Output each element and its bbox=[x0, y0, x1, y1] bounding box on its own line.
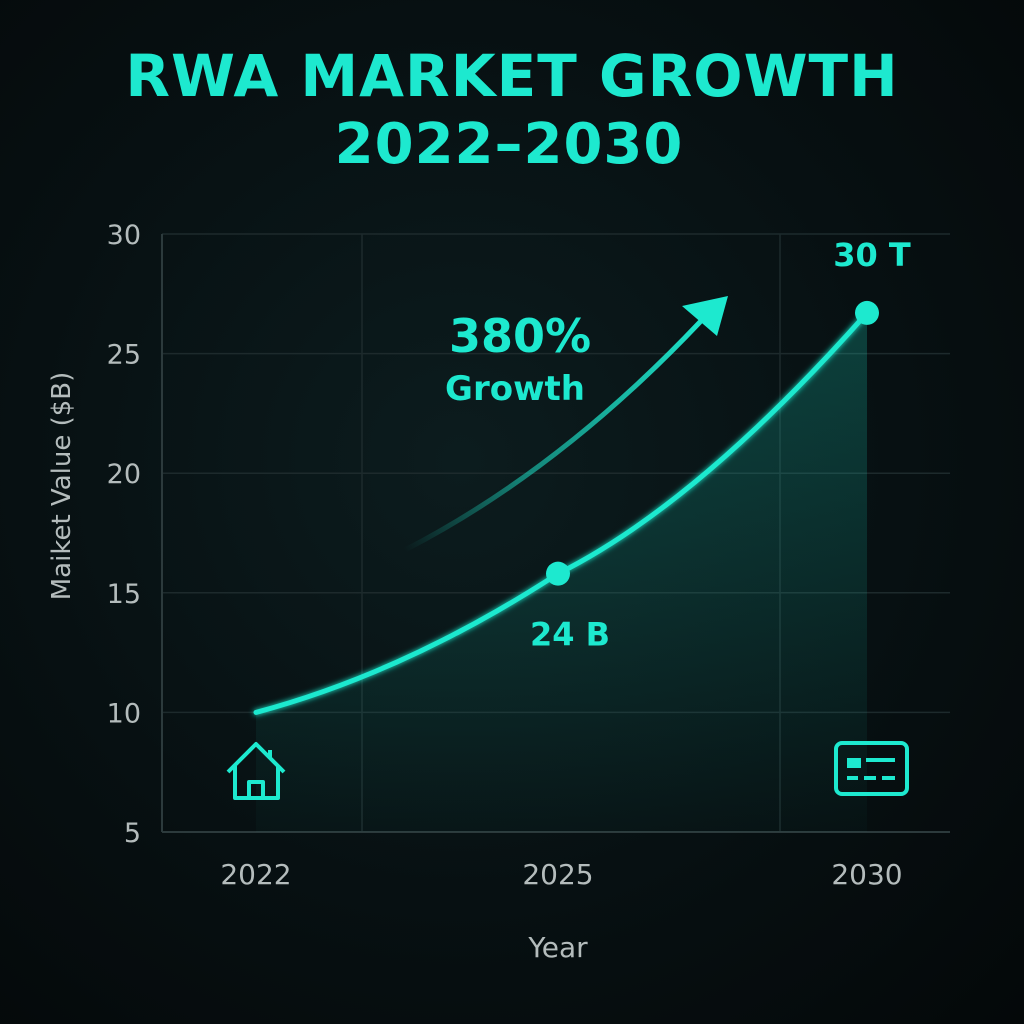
x-tick-label: 2025 bbox=[522, 858, 593, 891]
data-point bbox=[855, 300, 879, 325]
card-icon bbox=[834, 741, 909, 796]
y-tick-label: 5 bbox=[124, 818, 141, 849]
chart-subtitle: 2022–2030 bbox=[334, 112, 684, 177]
y-tick-label: 15 bbox=[107, 579, 141, 610]
x-tick-label: 2030 bbox=[831, 858, 902, 891]
data-point bbox=[546, 561, 570, 586]
y-tick-label: 25 bbox=[107, 340, 141, 371]
data-labels: 24 B 30 T bbox=[530, 236, 911, 654]
growth-arrowhead bbox=[682, 296, 728, 336]
data-label: 24 B bbox=[530, 616, 610, 654]
y-tick-label: 20 bbox=[107, 459, 141, 490]
y-axis-label: Maiket Value ($B) bbox=[47, 372, 77, 601]
data-points bbox=[546, 300, 879, 586]
y-tick-label: 10 bbox=[107, 698, 141, 729]
house-icon bbox=[226, 742, 286, 800]
growth-label: Growth bbox=[445, 369, 585, 409]
y-tick-label: 30 bbox=[107, 220, 141, 251]
x-tick-label: 2022 bbox=[220, 858, 291, 891]
growth-arrow bbox=[402, 319, 703, 553]
growth-percent: 380% bbox=[449, 309, 591, 363]
x-axis-label: Year bbox=[527, 931, 588, 964]
data-label: 30 T bbox=[833, 236, 911, 274]
chart-title: RWA MARKET GROWTH bbox=[125, 42, 899, 110]
